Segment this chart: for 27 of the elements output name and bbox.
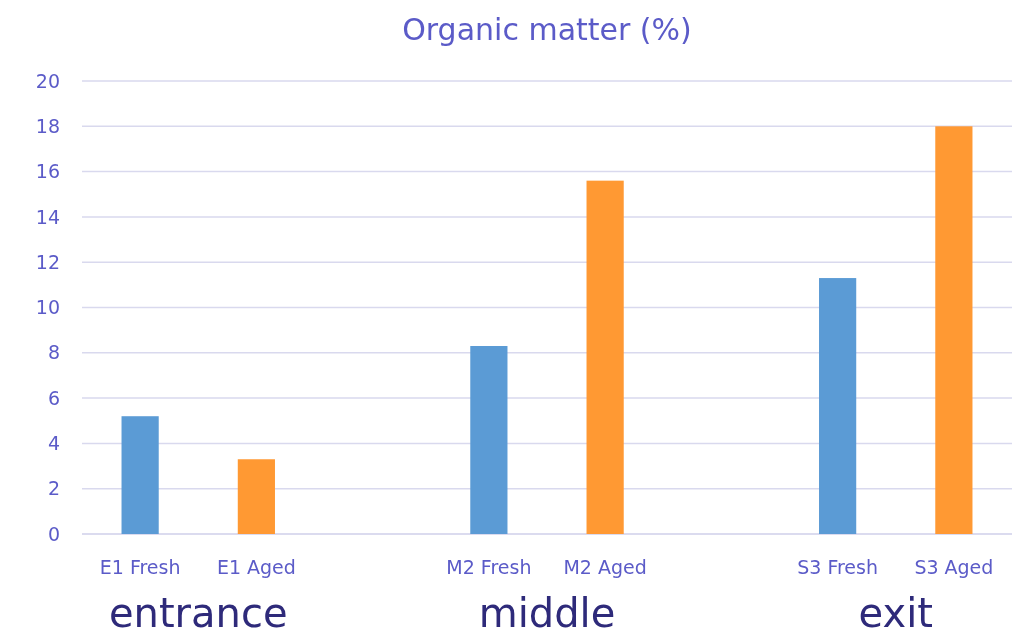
chart-title: Organic matter (%) [402, 12, 692, 47]
bar [586, 180, 624, 534]
bar [237, 459, 275, 534]
y-tick-label: 8 [47, 341, 60, 364]
x-tick-label: M2 Aged [563, 556, 647, 578]
y-tick-label: 20 [35, 69, 60, 92]
y-tick-label: 16 [35, 160, 60, 183]
y-tick-label: 0 [47, 522, 60, 545]
y-tick-label: 10 [35, 296, 60, 319]
y-tick-label: 4 [47, 432, 60, 455]
y-tick-label: 12 [35, 250, 60, 273]
y-tick-label: 14 [35, 205, 60, 228]
text: middle [478, 590, 616, 635]
text: entrance [108, 590, 288, 635]
text: exit [858, 590, 933, 635]
y-tick-label: 2 [47, 477, 60, 500]
x-tick-label: E1 Fresh [99, 556, 181, 578]
y-tick-label: 18 [35, 114, 60, 137]
y-tick-label: 6 [47, 386, 60, 409]
x-tick-label: S3 Aged [914, 556, 994, 578]
bar [819, 278, 857, 534]
bar [121, 416, 159, 534]
x-tick-label: E1 Aged [216, 556, 296, 578]
x-tick-label: S3 Fresh [797, 556, 879, 578]
bar [470, 346, 508, 534]
x-tick-label: M2 Fresh [446, 556, 532, 578]
bar [935, 126, 973, 534]
